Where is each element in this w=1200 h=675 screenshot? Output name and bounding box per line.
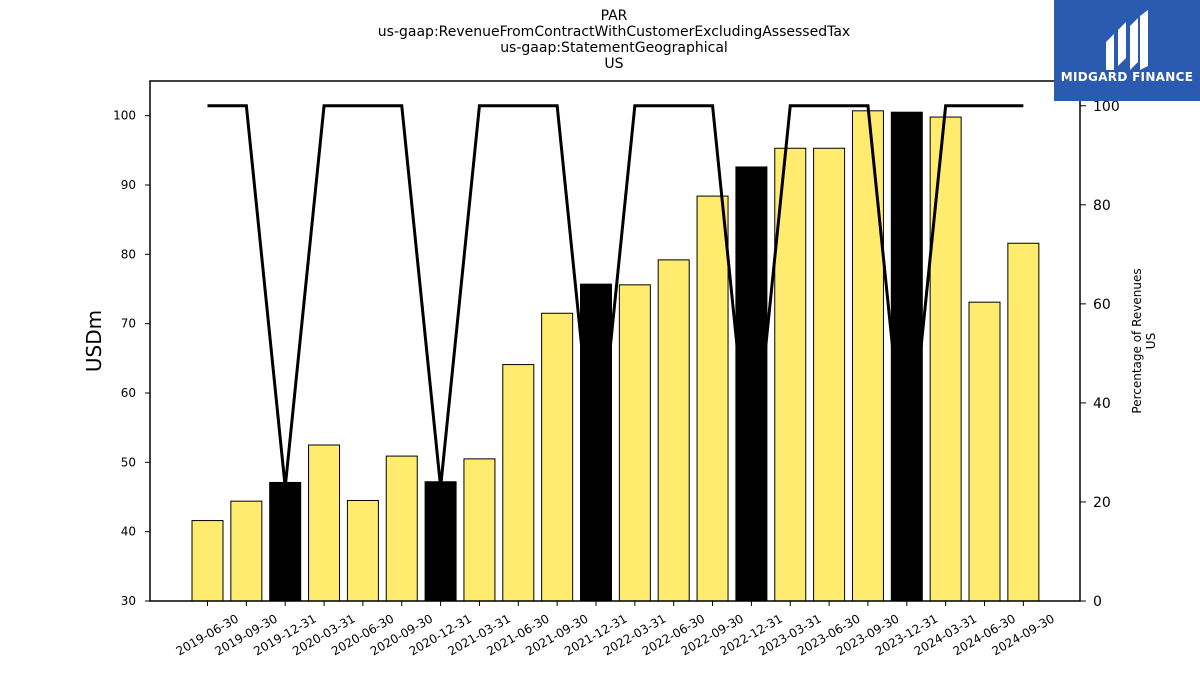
chart-title: PAR us-gaap:RevenueFromContractWithCusto… xyxy=(378,8,850,72)
logo-background xyxy=(1054,0,1200,101)
bar-2019-09-30 xyxy=(230,500,263,602)
bar-2022-09-30 xyxy=(696,195,729,602)
y-right-tick-label: 40 xyxy=(1093,396,1111,412)
y-tick-label: 80 xyxy=(121,247,136,261)
y-axis-right-label-line-2: US xyxy=(1144,333,1158,349)
y-axis-right: 0 20 40 60 80 100 xyxy=(1080,99,1120,610)
bar-2021-12-31 xyxy=(580,283,612,602)
y-right-tick-label: 60 xyxy=(1093,297,1111,313)
bar-2023-03-31 xyxy=(774,147,807,602)
bar-2019-12-31 xyxy=(269,481,302,602)
x-axis: 2019-06-302019-09-302019-12-312020-03-31… xyxy=(174,601,1057,658)
bar-2021-09-30 xyxy=(541,312,574,602)
bar-2024-09-30 xyxy=(1007,242,1040,602)
plot-frame xyxy=(149,80,1081,602)
bar-2021-03-31 xyxy=(463,458,496,602)
percentage-line xyxy=(207,104,1024,488)
title-line-2: us-gaap:RevenueFromContractWithCustomerE… xyxy=(378,24,850,40)
bar-2023-06-30 xyxy=(813,147,846,602)
title-line-1: PAR xyxy=(601,8,628,24)
bar-2020-06-30 xyxy=(346,499,379,602)
bars xyxy=(191,110,1040,602)
midgard-logo-icon xyxy=(1106,10,1148,70)
logo: MIDGARD FINANCE xyxy=(1054,0,1200,101)
y-right-tick-label: 0 xyxy=(1093,594,1102,610)
logo-text: MIDGARD FINANCE xyxy=(1061,70,1193,84)
percentage-line-layer xyxy=(207,104,1024,488)
bar-2022-03-31 xyxy=(618,284,651,602)
bar-2023-09-30 xyxy=(851,110,884,602)
y-axis-label: USDm xyxy=(82,310,106,372)
y-tick-label: 40 xyxy=(121,525,136,539)
bar-2019-06-30 xyxy=(191,520,224,602)
bar-2020-12-31 xyxy=(424,481,457,602)
bar-2021-06-30 xyxy=(502,364,535,602)
y-tick-label: 100 xyxy=(113,109,136,123)
y-right-tick-label: 100 xyxy=(1093,99,1120,115)
y-tick-label: 60 xyxy=(121,386,136,400)
y-tick-label: 50 xyxy=(121,455,136,469)
y-right-tick-label: 20 xyxy=(1093,495,1111,511)
y-tick-label: 90 xyxy=(121,178,136,192)
y-axis-right-label-line-1: Percentage of Revenues xyxy=(1130,268,1144,413)
title-line-4: US xyxy=(604,56,623,72)
y-tick-label: 70 xyxy=(121,317,136,331)
title-line-3: us-gaap:StatementGeographical xyxy=(500,40,728,56)
y-right-tick-label: 80 xyxy=(1093,198,1111,214)
y-tick-label: 30 xyxy=(121,594,136,608)
bar-2024-06-30 xyxy=(968,301,1001,602)
bar-2023-12-31 xyxy=(890,111,923,602)
y-axis-right-label: Percentage of Revenues US xyxy=(1130,268,1158,413)
y-axis-left: 30 40 50 60 70 80 90 100 xyxy=(113,109,150,608)
bar-2024-03-31 xyxy=(929,116,962,602)
bar-2020-09-30 xyxy=(385,455,418,602)
bar-2020-03-31 xyxy=(308,444,341,602)
bar-2022-06-30 xyxy=(657,259,690,602)
